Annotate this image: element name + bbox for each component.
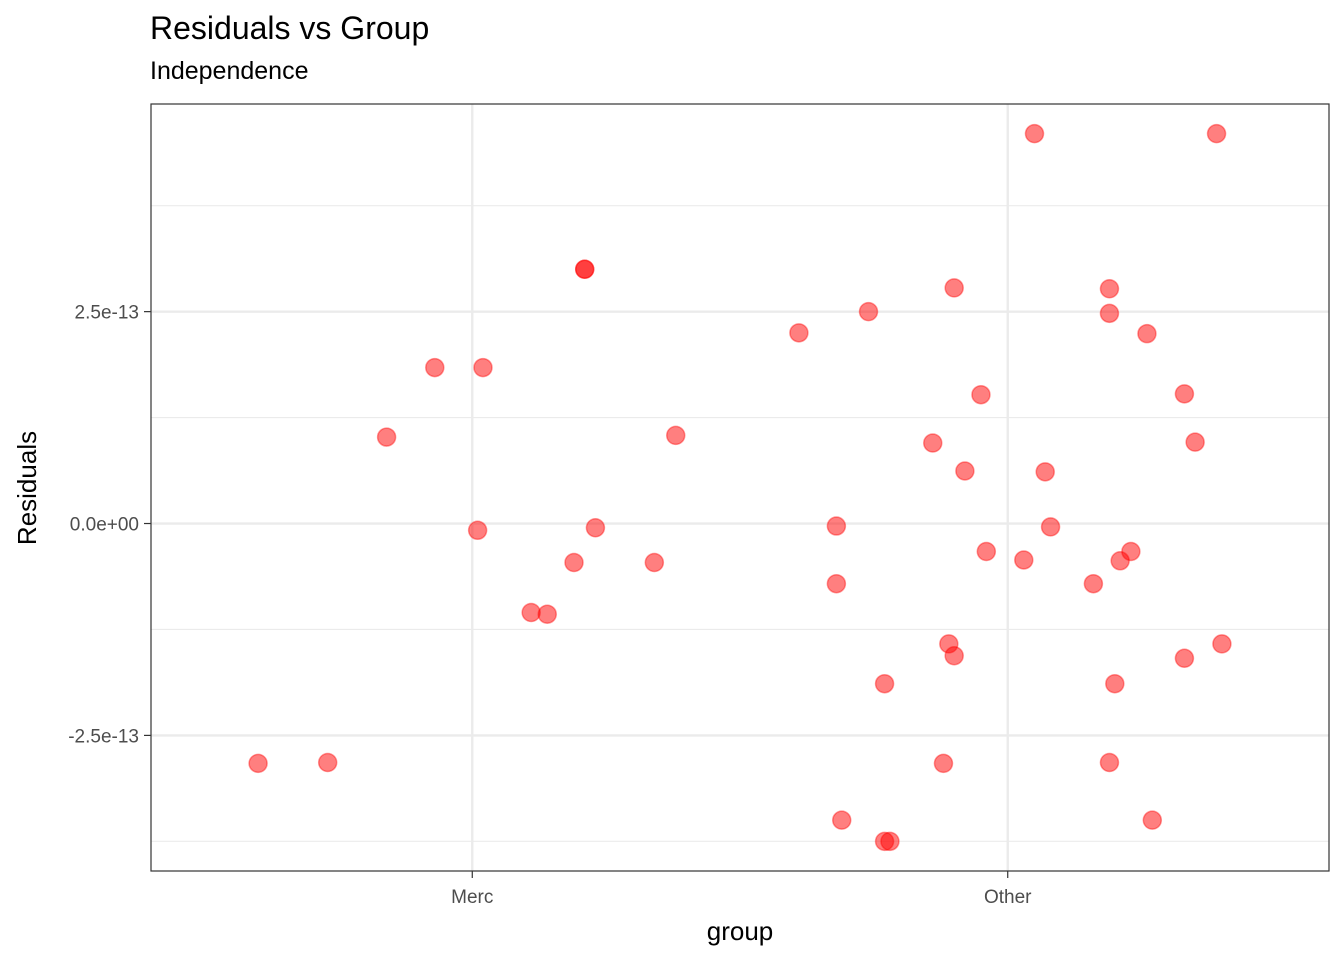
data-point-1 [317, 752, 338, 773]
chart-title: Residuals vs Group [150, 10, 430, 46]
data-point-40 [1121, 541, 1141, 562]
data-point-23 [933, 753, 954, 774]
data-point-45 [1185, 432, 1205, 452]
data-point-41 [1137, 323, 1157, 344]
data-point-10 [574, 259, 595, 280]
plot-panel-background [151, 104, 1329, 871]
data-point-31 [1024, 123, 1045, 144]
data-point-26 [944, 278, 964, 298]
data-point-14 [789, 323, 809, 343]
data-point-17 [831, 810, 852, 830]
data-point-30 [1014, 550, 1034, 570]
data-point-44 [1174, 648, 1195, 669]
data-point-28 [971, 384, 991, 405]
data-point-13 [665, 425, 686, 446]
x-tick-label-merc: Merc [451, 887, 493, 908]
data-point-46 [1206, 123, 1227, 144]
data-point-35 [1099, 752, 1120, 773]
data-point-33 [1040, 517, 1061, 537]
data-point-25 [944, 645, 964, 666]
grid-lines [151, 104, 1329, 871]
data-point-4 [467, 520, 488, 541]
data-point-19 [874, 673, 895, 694]
data-point-47 [1212, 634, 1232, 654]
data-point-11 [585, 518, 606, 538]
data-point-43 [1174, 384, 1195, 404]
data-point-42 [1142, 810, 1163, 830]
data-point-12 [644, 552, 665, 573]
data-point-15 [826, 516, 847, 536]
data-point-3 [425, 357, 445, 378]
y-tick-label-2: -2.5e-13 [68, 726, 139, 747]
chart-subtitle: Independence [150, 57, 309, 85]
data-point-38 [1105, 673, 1125, 694]
data-point-2 [376, 427, 397, 447]
data-point-27 [955, 461, 975, 481]
x-tick-label-other: Other [984, 887, 1032, 908]
data-point-36 [1099, 279, 1120, 299]
data-point-21 [880, 831, 900, 852]
data-point-37 [1099, 303, 1120, 324]
data-point-0 [248, 753, 268, 774]
plot-panel-border [150, 103, 1330, 872]
data-point-32 [1035, 462, 1055, 482]
data-point-34 [1083, 573, 1104, 594]
x-axis-title: group [707, 916, 774, 946]
data-point-6 [521, 602, 541, 623]
data-point-8 [564, 552, 584, 573]
axes: 2.5e-13 0.0e+00 -2.5e-13 Merc Other [68, 303, 1032, 908]
y-tick-label-0: 2.5e-13 [75, 303, 139, 324]
data-points [248, 123, 1232, 852]
data-point-29 [976, 541, 997, 562]
data-point-18 [858, 301, 879, 322]
y-axis-title: Residuals [12, 431, 42, 545]
data-point-5 [473, 357, 493, 378]
y-tick-label-1: 0.0e+00 [70, 515, 139, 536]
data-point-16 [826, 573, 847, 594]
data-point-22 [923, 433, 943, 453]
data-point-7 [537, 604, 557, 624]
